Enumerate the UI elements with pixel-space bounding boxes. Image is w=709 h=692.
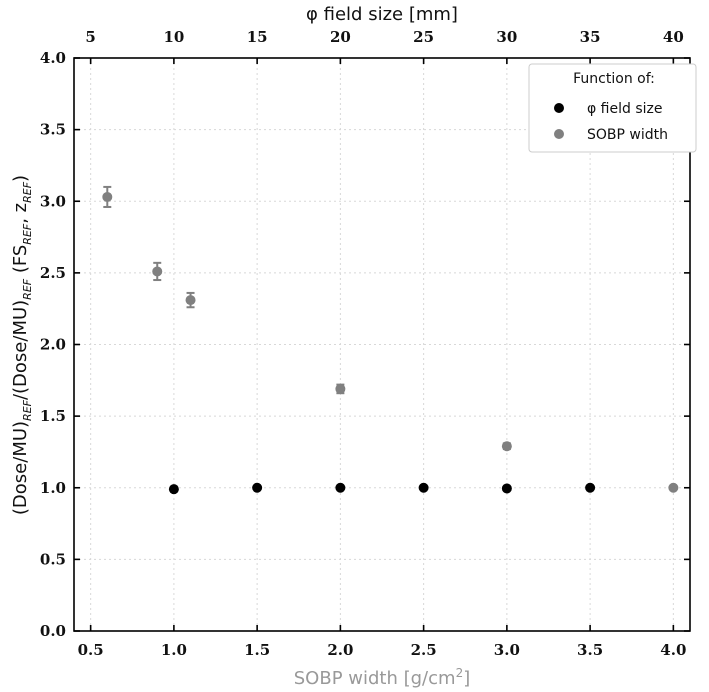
y-title-part-4: , z bbox=[10, 203, 31, 224]
data-point bbox=[252, 482, 263, 493]
legend-marker-field-size bbox=[554, 103, 564, 113]
y-tick-label: 2.5 bbox=[40, 264, 66, 282]
legend-marker-sobp-width bbox=[554, 129, 564, 139]
x-tick-label: 0.5 bbox=[78, 641, 104, 659]
y-tick-label: 2.0 bbox=[40, 336, 66, 354]
data-point bbox=[501, 483, 512, 494]
legend: Function of: φ field size SOBP width bbox=[528, 63, 697, 153]
series-sobp-width bbox=[102, 185, 679, 493]
x-tick-label: 4.0 bbox=[660, 641, 686, 659]
legend-label-field-size: φ field size bbox=[587, 101, 663, 117]
data-points bbox=[102, 185, 679, 495]
data-point bbox=[501, 441, 512, 452]
top-tick-label: 25 bbox=[413, 28, 434, 46]
y-title-sub-2: REF bbox=[21, 278, 34, 300]
y-tick-label: 1.0 bbox=[40, 479, 66, 497]
data-point bbox=[585, 482, 596, 493]
data-point bbox=[102, 191, 113, 202]
y-tick-label: 0.5 bbox=[40, 550, 66, 568]
top-tick-label: 35 bbox=[580, 28, 601, 46]
y-tick-label: 3.0 bbox=[40, 192, 66, 210]
data-point bbox=[335, 383, 346, 394]
y-title-part-2: /(Dose/MU) bbox=[10, 300, 31, 400]
top-tick-label: 40 bbox=[663, 28, 684, 46]
data-point bbox=[668, 482, 679, 493]
tick-labels: 0.5 1.0 1.5 2.0 2.5 3.0 3.5 4.0 0.0 0.5 1.0 1.5 2.0 2… bbox=[40, 28, 687, 659]
top-tick-label: 5 bbox=[85, 28, 95, 46]
y-axis-title: (Dose/MU)REF/(Dose/MU)REF (FSREF, zREF) bbox=[10, 175, 34, 515]
y-tick-label: 3.5 bbox=[40, 121, 66, 139]
y-title-sub-4: REF bbox=[21, 181, 34, 203]
data-point bbox=[185, 295, 196, 306]
bottom-axis-title: SOBP width [g/cm2] bbox=[294, 666, 470, 689]
y-title-part-3: (FS bbox=[10, 245, 31, 279]
series-field-size bbox=[168, 482, 596, 495]
x-tick-label: 3.5 bbox=[577, 641, 603, 659]
bottom-axis-title-base: SOBP width [g/cm bbox=[294, 668, 456, 689]
ticks bbox=[74, 57, 690, 632]
top-tick-label: 30 bbox=[496, 28, 517, 46]
y-title-part-1: (Dose/MU) bbox=[10, 421, 31, 515]
x-tick-label: 3.0 bbox=[494, 641, 520, 659]
data-point bbox=[418, 482, 429, 493]
bottom-axis-title-sup: 2 bbox=[456, 666, 464, 680]
top-tick-label: 20 bbox=[330, 28, 351, 46]
legend-box bbox=[528, 63, 697, 153]
x-tick-label: 2.0 bbox=[327, 641, 353, 659]
y-title-sub-1: REF bbox=[21, 399, 34, 421]
x-tick-label: 1.5 bbox=[244, 641, 270, 659]
legend-label-sobp-width: SOBP width bbox=[587, 127, 668, 143]
data-point bbox=[335, 482, 346, 493]
x-tick-label: 2.5 bbox=[411, 641, 437, 659]
x-tick-label: 1.0 bbox=[161, 641, 187, 659]
y-tick-label: 4.0 bbox=[40, 49, 66, 67]
y-tick-label: 1.5 bbox=[40, 407, 66, 425]
y-tick-label: 0.0 bbox=[40, 622, 66, 640]
top-axis-title: φ field size [mm] bbox=[306, 4, 458, 25]
top-tick-label: 15 bbox=[247, 28, 268, 46]
y-title-sub-3: REF bbox=[21, 223, 34, 245]
grid bbox=[74, 57, 690, 632]
y-title-part-5: ) bbox=[10, 175, 31, 182]
legend-title: Function of: bbox=[573, 71, 655, 87]
data-point bbox=[168, 484, 179, 495]
top-tick-label: 10 bbox=[163, 28, 184, 46]
data-point bbox=[152, 266, 163, 277]
bottom-axis-title-end: ] bbox=[463, 668, 470, 689]
